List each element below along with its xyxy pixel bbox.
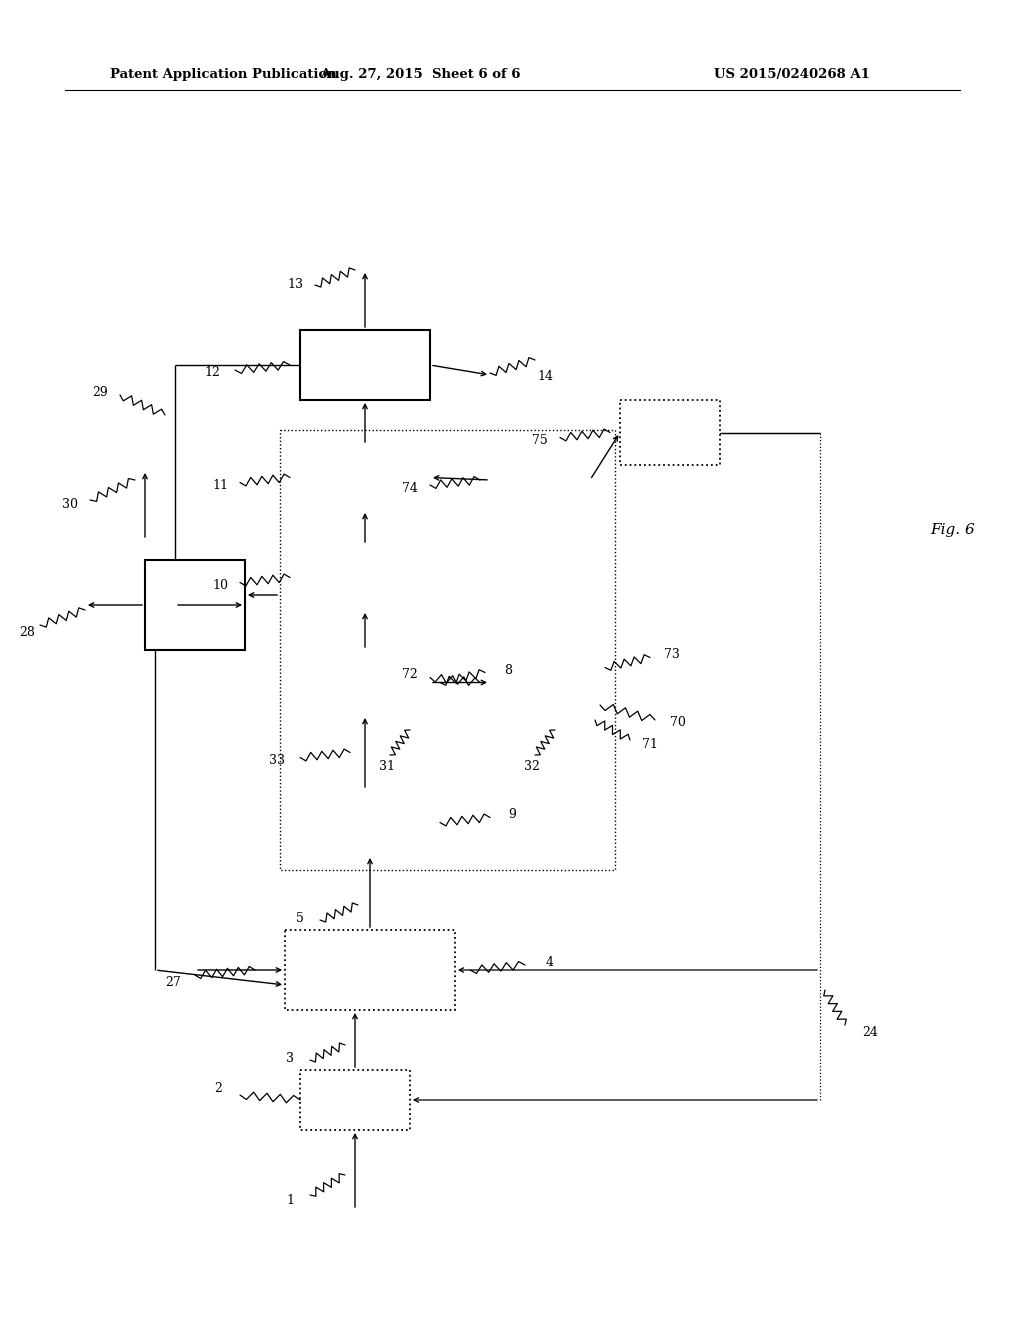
Text: 1: 1 [286,1193,294,1206]
Text: US 2015/0240268 A1: US 2015/0240268 A1 [714,69,870,81]
Bar [490,649,590,715]
Bar [300,330,430,400]
Text: 4: 4 [546,956,554,969]
Bar [280,430,615,870]
Text: 27: 27 [165,975,181,989]
Text: 28: 28 [19,627,35,639]
Text: 2: 2 [214,1081,222,1094]
Bar [300,545,430,610]
Text: 3: 3 [286,1052,294,1064]
Text: Aug. 27, 2015  Sheet 6 of 6: Aug. 27, 2015 Sheet 6 of 6 [319,69,520,81]
Bar [490,445,590,515]
Bar [300,1071,410,1130]
Text: 24: 24 [862,1026,878,1039]
Text: Fig. 6: Fig. 6 [930,523,975,537]
Text: 75: 75 [532,434,548,447]
Text: 14: 14 [537,371,553,384]
Text: 30: 30 [62,499,78,511]
Bar [300,445,430,510]
Text: 72: 72 [402,668,418,681]
Text: 5: 5 [296,912,304,924]
Text: 31: 31 [379,760,395,774]
Text: 74: 74 [402,482,418,495]
Bar [285,931,455,1010]
Text: 33: 33 [269,754,285,767]
Text: 12: 12 [204,367,220,380]
Text: Patent Application Publication: Patent Application Publication [110,69,337,81]
Text: 71: 71 [642,738,658,751]
Text: 8: 8 [504,664,512,677]
Bar [620,400,720,465]
Text: 10: 10 [212,579,228,591]
Text: 11: 11 [212,479,228,492]
Text: 13: 13 [287,279,303,292]
Bar [145,560,245,649]
Text: 32: 32 [524,760,540,774]
Text: 29: 29 [92,387,108,400]
Bar [300,649,430,715]
Bar [300,789,430,855]
Text: 73: 73 [664,648,680,661]
Text: 70: 70 [670,717,686,730]
Text: 9: 9 [508,808,516,821]
